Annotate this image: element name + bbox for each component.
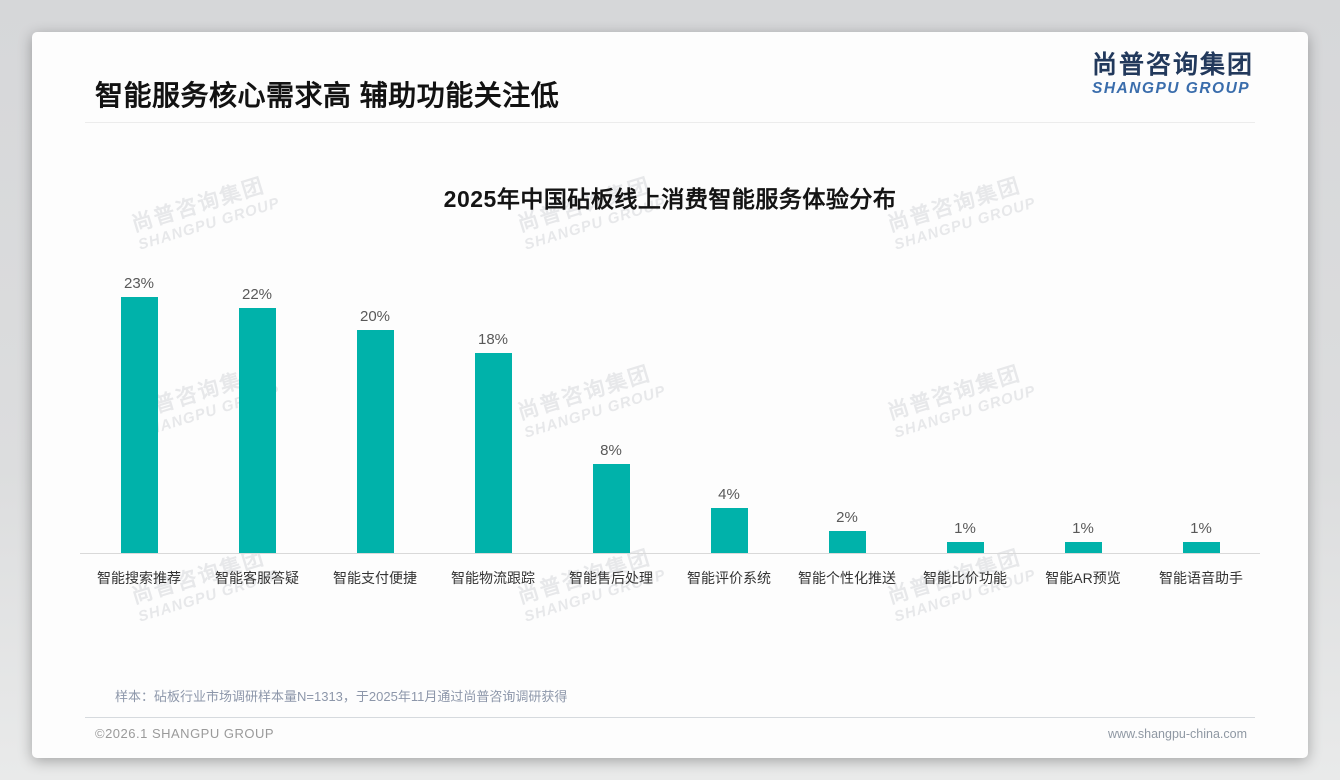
logo-chinese-text: 尚普咨询集团	[1091, 51, 1254, 79]
bar-category-label: 智能比价功能	[923, 570, 1007, 586]
bar-column: 4%	[670, 486, 788, 553]
logo-english-text: SHANGPU GROUP	[1091, 80, 1251, 97]
bar-value-label: 22%	[241, 286, 273, 303]
bar-column: 20%	[316, 308, 434, 553]
company-logo: 尚普咨询集团 SHANGPU GROUP	[1092, 50, 1254, 98]
bar-value-label: 1%	[1190, 520, 1212, 537]
bar-category-label: 智能评价系统	[687, 570, 771, 586]
bar	[238, 308, 276, 553]
bar-column: 2%	[788, 509, 906, 553]
bar-value-label: 8%	[600, 442, 622, 459]
bar	[356, 330, 394, 553]
bar-value-label: 20%	[359, 308, 391, 325]
bar-column: 23%	[80, 275, 198, 553]
bar-column: 1%	[906, 520, 1024, 553]
bar-value-label: 18%	[477, 331, 509, 348]
bar-value-label: 23%	[123, 275, 155, 292]
bar-chart: 23% 22% 20% 18% 8% 4% 2% 1% 1% 1% 智能搜索推荐 智能客服答疑 智能支…	[80, 275, 1260, 588]
bar-category-label: 智能客服答疑	[215, 570, 299, 586]
website-text: www.shangpu-china.com	[1108, 726, 1247, 741]
chart-plot: 23% 22% 20% 18% 8% 4% 2% 1% 1% 1%	[80, 275, 1260, 554]
header-divider	[85, 122, 1255, 123]
bar-value-label: 1%	[954, 520, 976, 537]
bar-column: 18%	[434, 331, 552, 553]
bar-category-label: 智能售后处理	[569, 570, 653, 586]
bar	[120, 297, 158, 553]
page-title: 智能服务核心需求高 辅助功能关注低	[95, 80, 560, 111]
bar-column: 1%	[1142, 520, 1260, 553]
bar	[710, 508, 748, 553]
bar-category-label: 智能语音助手	[1159, 570, 1243, 586]
slide-card: 尚普咨询集团 SHANGPU GROUP 尚普咨询集团 SHANGPU GROUP 尚普…	[32, 32, 1308, 758]
bar-category-label: 智能个性化推送	[798, 570, 896, 586]
bar-category-label: 智能搜索推荐	[97, 570, 181, 586]
bar-value-label: 4%	[718, 486, 740, 503]
bar-column: 8%	[552, 442, 670, 553]
bar	[1064, 542, 1102, 553]
bar	[592, 464, 630, 553]
copyright-text: ©2026.1 SHANGPU GROUP	[95, 726, 275, 741]
bar	[474, 353, 512, 553]
bar-category-label: 智能支付便捷	[333, 570, 417, 586]
footer: ©2026.1 SHANGPU GROUP www.shangpu-china.…	[85, 717, 1255, 741]
bar-column: 22%	[198, 286, 316, 553]
bar-category-label: 智能物流跟踪	[451, 570, 535, 586]
chart-category-row: 智能搜索推荐 智能客服答疑 智能支付便捷 智能物流跟踪 智能售后处理 智能评价系统 智能个性…	[80, 554, 1260, 588]
bar	[1182, 542, 1220, 553]
bar	[946, 542, 984, 553]
bar-column: 1%	[1024, 520, 1142, 553]
bar-value-label: 2%	[836, 509, 858, 526]
bar-value-label: 1%	[1072, 520, 1094, 537]
bar-category-label: 智能AR预览	[1045, 570, 1121, 586]
chart-title: 2025年中国砧板线上消费智能服务体验分布	[443, 186, 897, 212]
bar	[828, 531, 866, 553]
sample-note: 样本：砧板行业市场调研样本量N=1313，于2025年11月通过尚普咨询调研获得	[115, 689, 568, 704]
